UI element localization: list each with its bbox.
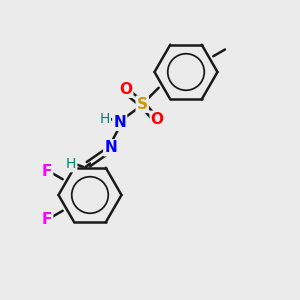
- Text: N: N: [104, 140, 117, 155]
- Text: S: S: [137, 97, 148, 112]
- Text: H: H: [100, 112, 110, 126]
- Text: N: N: [113, 115, 126, 130]
- Text: H: H: [66, 157, 76, 171]
- Text: F: F: [42, 164, 52, 178]
- Text: O: O: [151, 112, 164, 127]
- Text: O: O: [119, 82, 132, 97]
- Text: F: F: [42, 212, 52, 226]
